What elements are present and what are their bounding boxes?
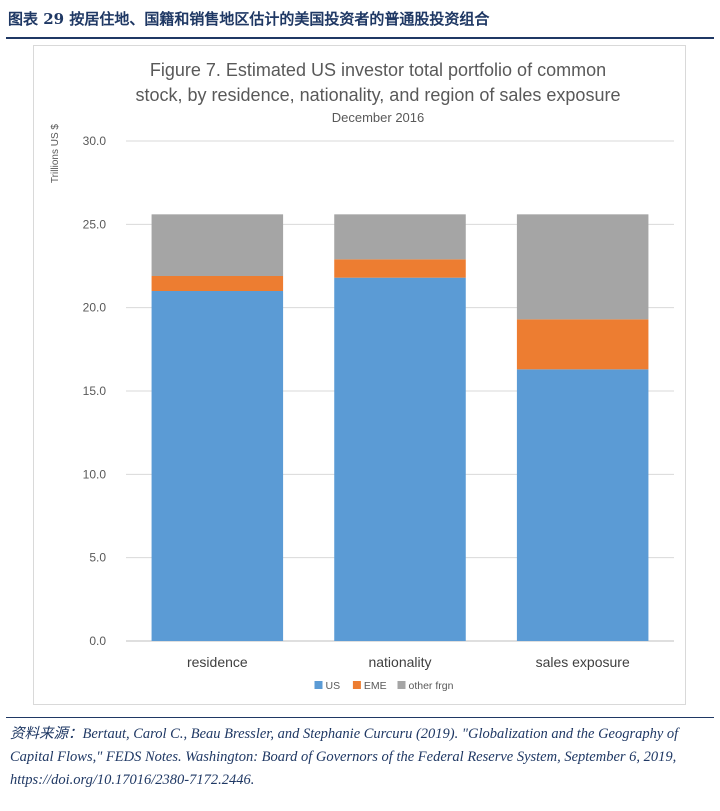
y-tick-label: 10.0 bbox=[83, 467, 107, 481]
header-divider bbox=[6, 37, 714, 39]
bar-segment-other-frgn bbox=[151, 214, 284, 276]
y-tick-label: 30.0 bbox=[83, 134, 107, 148]
chart-frame: Figure 7. Estimated US investor total po… bbox=[33, 45, 686, 705]
bar-segment-eme bbox=[334, 259, 466, 278]
legend-swatch bbox=[397, 681, 406, 689]
y-tick-label: 25.0 bbox=[83, 217, 107, 231]
y-tick-label: 20.0 bbox=[83, 301, 107, 315]
bar-segment-eme bbox=[151, 276, 284, 291]
chart-title-line2: stock, by residence, nationality, and re… bbox=[136, 85, 621, 105]
x-category-label: residence bbox=[187, 654, 248, 670]
bar-segment-other-frgn bbox=[334, 214, 466, 260]
legend-swatch bbox=[352, 681, 361, 689]
bar-segment-us bbox=[516, 369, 649, 641]
chart-title-line1: Figure 7. Estimated US investor total po… bbox=[150, 60, 606, 80]
y-axis-label: Trillions US $ bbox=[50, 124, 61, 184]
source-text: Bertaut, Carol C., Beau Bressler, and St… bbox=[10, 726, 682, 788]
y-tick-label: 5.0 bbox=[89, 551, 106, 565]
bar-segment-us bbox=[151, 291, 284, 641]
legend-label: other frgn bbox=[409, 680, 454, 692]
bar-segment-other-frgn bbox=[516, 214, 649, 320]
source-label: 资料来源： bbox=[10, 726, 83, 742]
y-tick-label: 0.0 bbox=[89, 634, 106, 648]
figure-header: 图表 29 按居住地、国籍和销售地区估计的美国投资者的普通股投资组合 bbox=[6, 6, 714, 39]
chart-subtitle: December 2016 bbox=[332, 110, 425, 125]
bar-segment-eme bbox=[516, 319, 649, 370]
footer-divider bbox=[6, 717, 714, 718]
bar-segment-us bbox=[334, 277, 466, 641]
figure-title: 图表 29 按居住地、国籍和销售地区估计的美国投资者的普通股投资组合 bbox=[8, 10, 490, 28]
legend-swatch bbox=[314, 681, 323, 689]
legend-label: US bbox=[326, 680, 341, 692]
x-category-label: sales exposure bbox=[536, 654, 630, 670]
legend-label: EME bbox=[364, 680, 387, 692]
y-tick-label: 15.0 bbox=[83, 384, 107, 398]
source-note: 资料来源：Bertaut, Carol C., Beau Bressler, a… bbox=[10, 723, 710, 792]
x-category-label: nationality bbox=[368, 654, 431, 670]
stacked-bar-chart: Figure 7. Estimated US investor total po… bbox=[50, 60, 674, 692]
